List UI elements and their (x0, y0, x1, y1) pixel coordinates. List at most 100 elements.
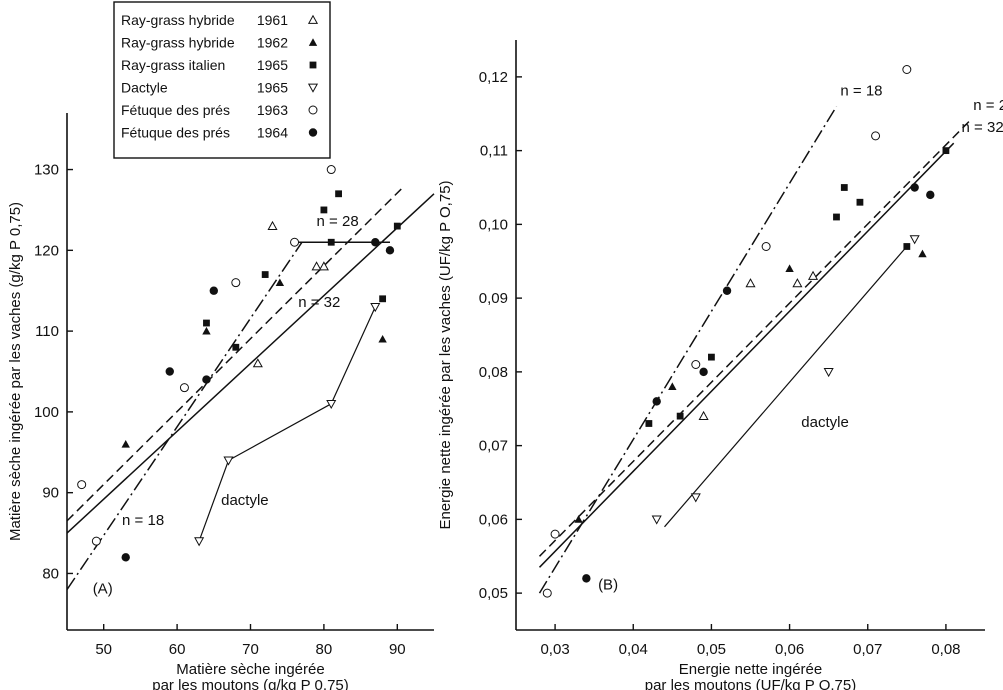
panel-b-x-tick-label: 0,07 (853, 641, 882, 658)
panel-a-point-circle-open (231, 278, 241, 288)
panel-a-line-solid-thin (198, 306, 376, 542)
panel-a-point-square-filled (393, 222, 401, 230)
panel-a-point-circle-filled (202, 375, 211, 384)
panel-a-point-triangle-open (267, 220, 278, 230)
panel-a-point-circle-filled (385, 246, 395, 255)
panel-b-y-tick-label: 0,07 (479, 438, 508, 455)
panel-b-point-triangle-down-open (909, 235, 920, 245)
legend-marker-triangle-down-open (307, 83, 319, 93)
panel-a-y-tick-label: 90 (42, 485, 59, 502)
panel-a-point-triangle-down-open (370, 303, 381, 313)
panel-b-point-circle-filled (652, 397, 661, 406)
panel-b-y-tick-label: 0,09 (479, 290, 508, 307)
panel-b-point-circle-filled (910, 183, 919, 192)
panel-a-point-circle-filled (121, 553, 130, 562)
legend-entry-name: Fétuque des prés (121, 125, 230, 141)
panel-b-point-square-filled (840, 184, 848, 191)
panel-a-point-square-filled (232, 343, 240, 351)
legend-entry-name: Ray-grass hybride (121, 35, 235, 51)
panel-b-x-label-2: par les moutons (UF/kg P O,75) (645, 677, 856, 690)
legend-marker-square-filled (309, 61, 317, 69)
panel-b-y-tick-label: 0,11 (480, 143, 508, 160)
legend-marker-triangle-filled (308, 38, 318, 46)
panel-b-y-tick-label: 0,06 (479, 511, 508, 528)
panel-a-annotation: n = 18 (122, 512, 164, 529)
panel-b-point-triangle-open (807, 270, 819, 280)
panel-b-line-solid-thin (664, 246, 908, 528)
panel-b-x-tick-label: 0,06 (775, 641, 804, 658)
panel-b-annotation: n = 28 (973, 97, 1003, 114)
panel-b-point-circle-open (761, 242, 771, 251)
panel-a-x-tick-label: 80 (316, 641, 333, 658)
panel-b-point-square-filled (856, 198, 864, 206)
panel-a-x-label: Matière sèche ingérée (176, 661, 324, 678)
panel-a-annotation: dactyle (221, 492, 269, 509)
panel-b-point-circle-filled (926, 190, 935, 200)
panel-b-x-label: Energie nette ingérée (679, 661, 822, 678)
legend-entry-year: 1963 (257, 102, 288, 118)
legend-frame (113, 1, 331, 159)
panel-b-point-circle-open (902, 65, 912, 74)
panel-a-point-circle-filled (371, 238, 380, 247)
legend-marker-circle-open (308, 105, 318, 115)
panel-a-y-tick-label: 100 (34, 404, 59, 421)
panel-b-point-circle-filled (722, 286, 732, 295)
panel-b-point-square-filled (942, 147, 950, 155)
panel-b-point-circle-open (550, 529, 560, 539)
legend-entry-name: Fétuque des prés (121, 102, 230, 118)
panel-b-point-square-filled (903, 243, 911, 250)
panel-a: 50 60 70 80 90 80 90 100 110 120 130 Matière sèche … (7, 113, 435, 690)
panel-a-point-square-filled (335, 190, 342, 198)
panel-a-point-circle-filled (165, 367, 174, 376)
panel-a-x-label-2: par les moutons (g/kg P 0,75) (152, 677, 349, 690)
panel-a-y-tick-label: 110 (35, 323, 59, 340)
panel-b-point-square-filled (645, 420, 653, 427)
legend: Ray-grass hybride 1961 Ray-grass hybride 19… (113, 1, 331, 159)
panel-a-point-triangle-down-open (326, 399, 337, 410)
panel-b-y-tick-label: 0,08 (479, 364, 508, 381)
panel-a-point-triangle-filled (121, 440, 130, 448)
panel-a-point-triangle-down-open (223, 456, 234, 466)
panel-a-point-circle-open (91, 536, 101, 546)
panel-b-x-tick-label: 0,05 (697, 641, 726, 658)
panel-b-line-dashed (538, 120, 970, 557)
panel-b-line-dash-dot (538, 106, 838, 594)
panel-a-point-square-filled (320, 206, 328, 214)
panel-a-y-tick-label: 120 (34, 242, 59, 259)
panel-a-point-triangle-open (252, 358, 263, 368)
panel-b-point-triangle-open (698, 410, 709, 420)
panel-b-x-tick-label: 0,08 (931, 641, 960, 658)
panel-b-annotation: dactyle (801, 414, 849, 431)
panel-b-y-tick-label: 0,05 (479, 585, 508, 602)
panel-a-point-square-filled (327, 238, 335, 246)
panel-b-point-triangle-open (745, 278, 756, 288)
panel-a-x-tick-label: 60 (169, 641, 186, 658)
panel-b-point-square-filled (833, 213, 840, 221)
panel-b-annotation: (B) (598, 576, 618, 593)
panel-a-point-circle-open (290, 237, 300, 247)
panel-b-point-triangle-filled (785, 264, 794, 272)
legend-entry-name: Ray-grass italien (121, 57, 225, 73)
panel-b-y-label: Energie nette ingérée par les vaches (UF… (437, 180, 454, 529)
legend-entry-name: Ray-grass hybride (121, 12, 235, 28)
panel-b-point-circle-open (542, 588, 552, 598)
panel-a-point-circle-open (179, 383, 189, 393)
panel-b-point-circle-filled (582, 574, 591, 583)
panel-a-y-tick-label: 80 (42, 565, 59, 582)
panel-a-point-circle-open (326, 165, 336, 175)
legend-marker-triangle-open (307, 14, 319, 24)
panel-b-point-triangle-down-open (651, 515, 662, 525)
panel-a-line-solid (66, 193, 435, 534)
panel-b-point-circle-filled (699, 367, 708, 377)
panel-a-point-triangle-open (311, 261, 322, 271)
legend-entry-name: Dactyle (121, 80, 168, 96)
panel-b-point-triangle-filled (574, 515, 583, 523)
panel-b-point-circle-open (871, 131, 881, 141)
panel-b: 0,03 0,04 0,05 0,06 0,07 0,08 0,05 0,06 0,07 0,08… (437, 40, 1003, 690)
panel-a-y-tick-label: 130 (34, 162, 59, 179)
panel-a-point-triangle-filled (275, 278, 285, 287)
panel-b-y-tick-label: 0,12 (479, 69, 508, 86)
panel-b-point-triangle-down-open (823, 368, 834, 378)
panel-a-point-square-filled (203, 319, 210, 327)
